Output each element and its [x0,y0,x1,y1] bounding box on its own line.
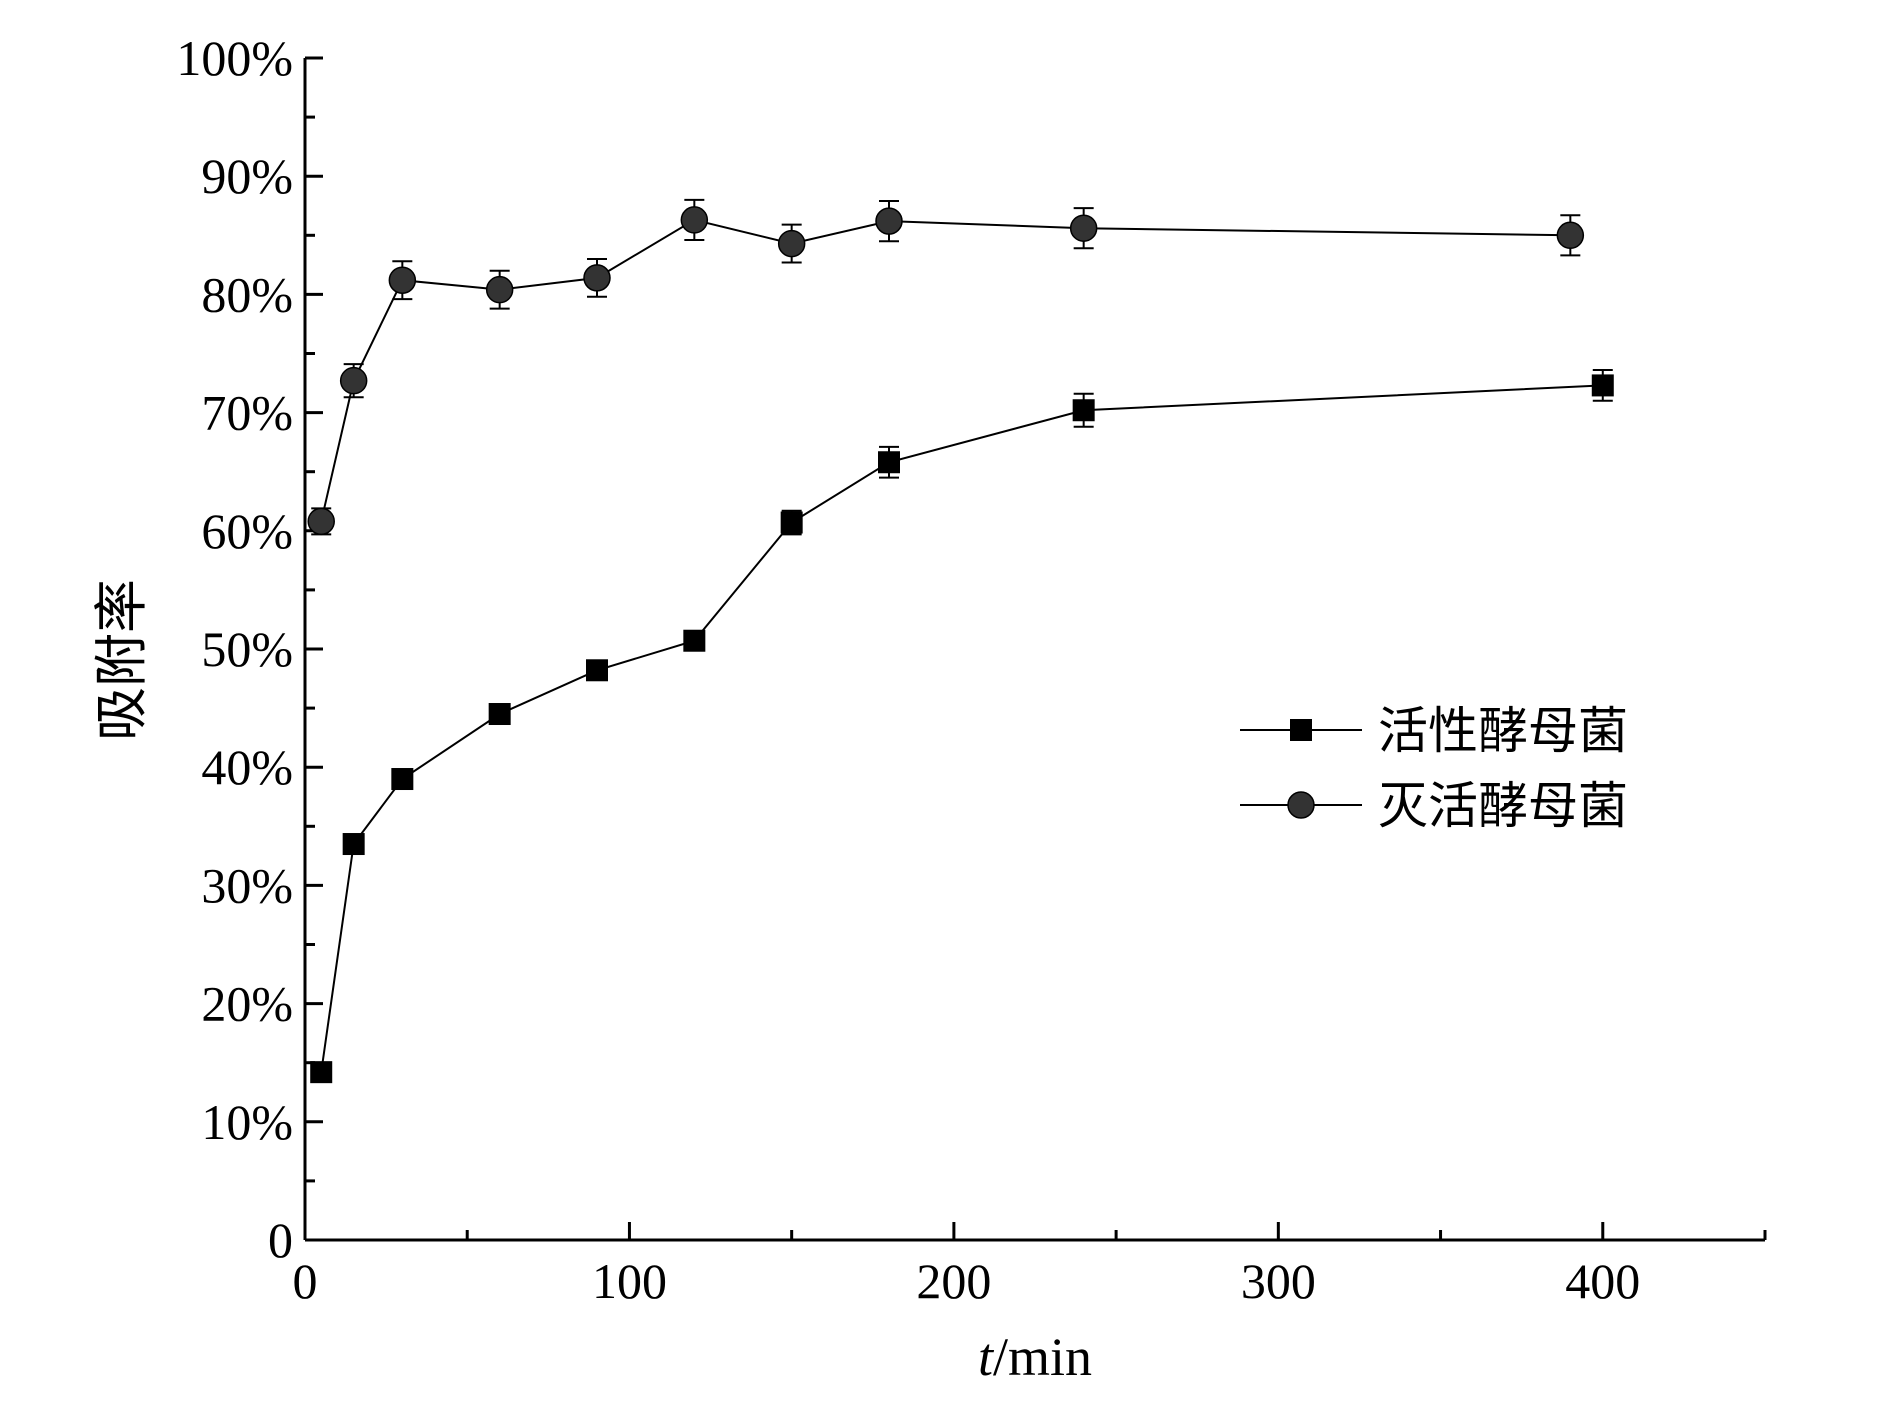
legend-marker-square [1290,719,1312,741]
legend-marker-circle [1287,791,1315,819]
x-tick-label: 100 [592,1253,667,1309]
data-point-circle [1556,221,1585,250]
data-point-square [342,833,365,856]
data-point-square [683,629,706,652]
data-point-circle [307,507,335,536]
data-point-square [1072,399,1095,422]
x-tick-label: 300 [1241,1253,1316,1309]
data-point-square [586,659,608,682]
data-point-square [310,1061,333,1084]
data-point-circle [875,207,903,235]
y-tick-label: 0 [268,1212,293,1268]
data-point-square [878,451,900,474]
x-axis-title-italic: t [978,1327,995,1387]
data-point-square [488,703,511,726]
series-circle [307,198,1585,536]
series-square [310,369,1614,1084]
ticks [305,56,1767,1242]
y-axis-title: 吸附率 [92,579,152,741]
y-tick-label: 20% [201,976,293,1032]
data-point-square [1591,374,1614,397]
data-point-circle [485,275,514,304]
x-axis-title-unit: /min [993,1327,1092,1387]
legend-entry-square: 活性酵母菌 [1240,702,1628,760]
x-tick-label: 400 [1565,1253,1640,1309]
y-tick-label: 80% [201,266,293,322]
x-tick-label: 0 [293,1253,318,1309]
x-axis-title: t/min [978,1327,1092,1387]
x-tick-label: 200 [916,1253,991,1309]
legend-label: 灭活酵母菌 [1378,777,1628,835]
y-tick-label: 30% [201,857,293,913]
legend-label: 活性酵母菌 [1378,702,1628,760]
data-point-square [780,511,803,534]
series [307,198,1614,1084]
data-point-circle [583,264,611,292]
y-tick-label: 60% [201,503,293,559]
data-point-square [391,768,414,791]
data-point-circle [1069,214,1098,242]
data-point-circle [777,229,806,258]
data-point-circle [388,266,417,294]
y-tick-label: 90% [201,148,293,204]
series-line-square [320,384,1603,1073]
y-tick-label: 50% [201,621,293,677]
y-tick-label: 40% [201,739,293,795]
y-tick-label: 10% [201,1094,293,1150]
series-line-circle [320,218,1571,522]
data-point-circle [680,206,709,234]
legend-entry-circle: 灭活酵母菌 [1240,777,1628,835]
y-tick-label: 70% [201,385,293,441]
y-tick-label: 100% [176,30,293,86]
data-point-circle [339,366,368,395]
tick-labels: 0 10% 20% 30% 40% 50% 60% 70% 80% 90% 100% 0 100 200 3… [176,30,1640,1309]
